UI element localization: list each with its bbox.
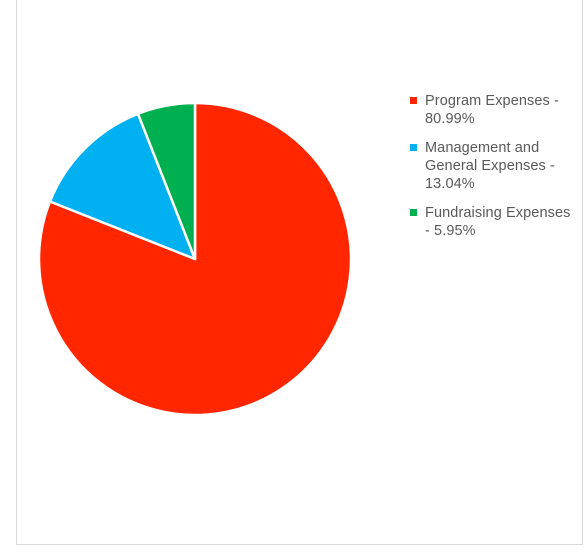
legend-item-fundraising-expenses: Fundraising Expenses - 5.95% <box>407 204 588 240</box>
legend: Program Expenses - 80.99% Management and… <box>407 92 588 240</box>
legend-swatch-management-general <box>410 144 417 151</box>
chart-area: Program Expenses - 80.99% Management and… <box>16 0 583 545</box>
legend-label-fundraising-expenses: Fundraising Expenses - 5.95% <box>425 205 571 239</box>
legend-item-management-general: Management and General Expenses - 13.04% <box>407 139 588 193</box>
legend-label-program-expenses: Program Expenses - 80.99% <box>425 93 559 127</box>
pie-slice-management-and-general-expenses <box>48 112 197 261</box>
pie-slice-fundraising-expenses <box>136 101 197 261</box>
legend-swatch-program-expenses <box>410 97 417 104</box>
legend-swatch-fundraising-expenses <box>410 209 417 216</box>
legend-label-management-general: Management and General Expenses - 13.04% <box>425 140 555 192</box>
pie-chart <box>37 101 353 417</box>
pie-slices <box>37 101 353 417</box>
legend-item-program-expenses: Program Expenses - 80.99% <box>407 92 588 128</box>
